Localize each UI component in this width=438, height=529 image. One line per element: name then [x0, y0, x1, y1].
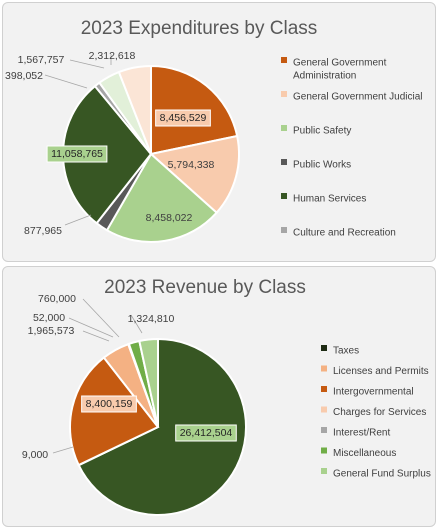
revenue-data-label-3: 1,965,573 — [28, 325, 75, 337]
revenue-leader-line-4 — [68, 317, 114, 338]
revenue-legend-label-1: Licenses and Permits — [333, 366, 429, 377]
revenue-data-label-6: 1,324,810 — [128, 313, 175, 325]
expenditure-leader-line-5 — [44, 74, 88, 89]
expenditure-data-label-2: 8,458,022 — [146, 212, 193, 224]
revenue-legend-label-3: Charges for Services — [333, 407, 426, 418]
revenue-legend-swatch-4 — [321, 427, 327, 433]
expenditure-legend-swatch-4 — [281, 193, 287, 199]
expenditure-leader-line-3 — [64, 214, 92, 226]
revenue-data-label-4: 52,000 — [33, 312, 65, 324]
expenditure-legend-label-5: Culture and Recreation — [293, 228, 396, 239]
expenditure-legend-swatch-3 — [281, 159, 287, 165]
revenue-legend-swatch-3 — [321, 406, 327, 413]
expenditure-data-label-1: 5,794,338 — [168, 159, 215, 171]
revenue-leader-line-6 — [130, 314, 143, 334]
expenditure-slice-1 — [148, 134, 240, 215]
expenditure-legend-label-3: Public Works — [293, 160, 351, 171]
expenditure-data-label-4: 11,058,765 — [51, 148, 103, 160]
expenditure-legend-label-1: General Government Judicial — [293, 92, 423, 103]
expenditure-data-label-box-0 — [155, 109, 211, 127]
expenditures-pie-chart: 2023 Expenditures by Class 8,456,529 5,794… — [5, 18, 423, 243]
expenditure-data-label-6: 1,567,757 — [18, 54, 65, 66]
expenditure-legend-label-0: General Government — [293, 58, 387, 69]
revenue-leader-line-1 — [52, 446, 74, 454]
expenditure-data-label-0: 8,456,529 — [160, 112, 207, 124]
revenue-leader-line-3 — [82, 330, 110, 342]
expenditure-slice-2 — [105, 152, 219, 243]
revenue-chart-panel: 2023 Revenue by Class 26,412,504 9,000 8,40… — [2, 266, 436, 527]
expenditure-slice-7 — [117, 64, 152, 155]
revenue-legend-swatch-0 — [321, 345, 327, 351]
revenue-legend-swatch-2 — [321, 386, 327, 392]
revenue-legend-label-2: Intergovernmental — [333, 387, 414, 398]
revenue-data-label-2: 8,400,159 — [86, 398, 133, 410]
revenue-slice-0 — [77, 337, 247, 516]
revenue-legend-label-5: Miscellaneous — [333, 448, 396, 459]
revenue-legend-label-6: General Fund Surplus — [333, 469, 431, 480]
revenue-data-label-box-0 — [175, 424, 237, 442]
expenditure-data-label-7: 2,312,618 — [89, 50, 136, 62]
revenue-data-label-box-2 — [81, 395, 137, 413]
revenue-legend-swatch-5 — [321, 447, 327, 454]
expenditure-title: 2023 Expenditures by Class — [81, 18, 318, 39]
revenue-data-label-0: 26,412,504 — [180, 427, 233, 439]
revenue-slice-6 — [138, 337, 159, 428]
revenue-title: 2023 Revenue by Class — [104, 277, 306, 298]
revenue-leader-line-5 — [82, 298, 120, 338]
expenditure-legend-label-4: Human Services — [293, 194, 366, 205]
expenditures-chart-panel: 2023 Expenditures by Class 8,456,529 5,794… — [2, 2, 436, 262]
expenditure-leader-line-6 — [69, 59, 105, 69]
expenditure-legend-swatch-0 — [281, 57, 287, 63]
expenditure-data-label-3: 877,965 — [24, 225, 62, 237]
expenditure-legend-label-0: Administration — [293, 71, 356, 82]
revenue-data-label-5: 760,000 — [38, 293, 76, 305]
expenditure-legend-swatch-1 — [281, 91, 287, 97]
revenue-legend-swatch-1 — [321, 365, 327, 372]
expenditure-legend-label-2: Public Safety — [293, 126, 351, 137]
revenue-legend-swatch-6 — [321, 468, 327, 474]
expenditure-legend-swatch-2 — [281, 125, 287, 131]
revenue-legend-label-4: Interest/Rent — [333, 428, 390, 439]
revenue-data-label-1: 9,000 — [22, 449, 48, 461]
expenditure-legend-swatch-5 — [281, 227, 287, 233]
expenditure-data-label-5: 398,052 — [5, 70, 43, 82]
revenue-pie-chart: 2023 Revenue by Class 26,412,504 9,000 8,40… — [22, 277, 431, 516]
expenditure-data-label-box-4 — [46, 145, 108, 163]
revenue-legend-label-0: Taxes — [333, 346, 359, 357]
